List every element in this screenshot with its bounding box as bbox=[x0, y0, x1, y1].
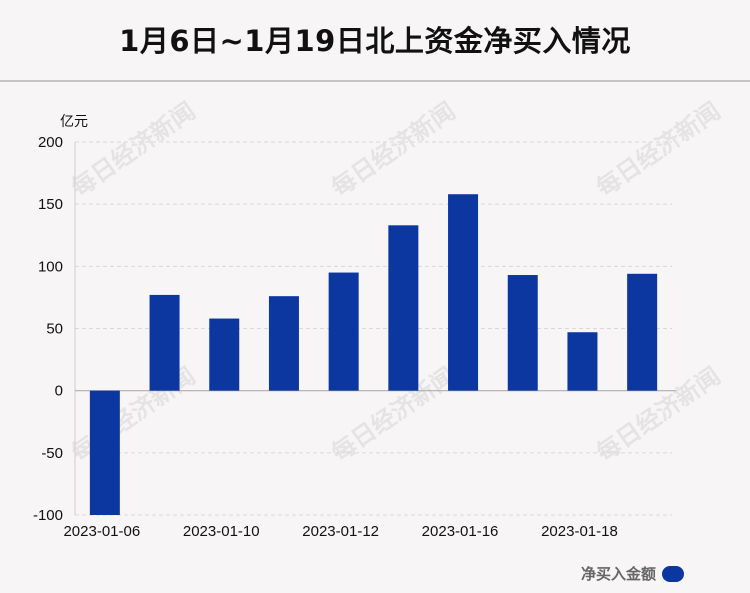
y-tick-label: 50 bbox=[46, 321, 63, 338]
x-tick-label: 2023-01-06 bbox=[63, 523, 140, 540]
x-tick-label: 2023-01-18 bbox=[541, 523, 618, 540]
y-tick-label: -100 bbox=[33, 507, 63, 524]
bar-2023-01-06[interactable] bbox=[89, 390, 120, 515]
bar-2023-01-17[interactable] bbox=[507, 275, 538, 391]
chart-title: 1月6日~1月19日北上资金净买入情况 bbox=[119, 24, 631, 58]
y-tick-label: -50 bbox=[41, 445, 63, 462]
y-tick-label: 200 bbox=[38, 134, 63, 151]
bar-2023-01-11[interactable] bbox=[268, 296, 299, 391]
legend-swatch bbox=[662, 565, 684, 582]
legend[interactable]: 净买入金额 bbox=[581, 563, 684, 584]
bar-2023-01-13[interactable] bbox=[388, 225, 419, 391]
title-divider bbox=[0, 80, 750, 82]
legend-label: 净买入金额 bbox=[580, 565, 656, 583]
y-tick-label: 150 bbox=[38, 196, 63, 213]
x-tick-label: 2023-01-10 bbox=[183, 523, 260, 540]
x-tick-label: 2023-01-16 bbox=[422, 523, 499, 540]
bars bbox=[89, 194, 658, 515]
y-unit-label: 亿元 bbox=[60, 114, 88, 130]
bar-2023-01-16[interactable] bbox=[448, 194, 479, 391]
bar-2023-01-12[interactable] bbox=[328, 272, 359, 391]
bar-2023-01-19[interactable] bbox=[627, 273, 658, 391]
bar-2023-01-18[interactable] bbox=[567, 332, 598, 391]
x-tick-label: 2023-01-12 bbox=[302, 523, 379, 540]
bar-2023-01-10[interactable] bbox=[209, 318, 240, 391]
bar-2023-01-09[interactable] bbox=[149, 294, 180, 391]
y-tick-label: 100 bbox=[38, 258, 63, 275]
y-tick-label: 0 bbox=[55, 383, 63, 400]
